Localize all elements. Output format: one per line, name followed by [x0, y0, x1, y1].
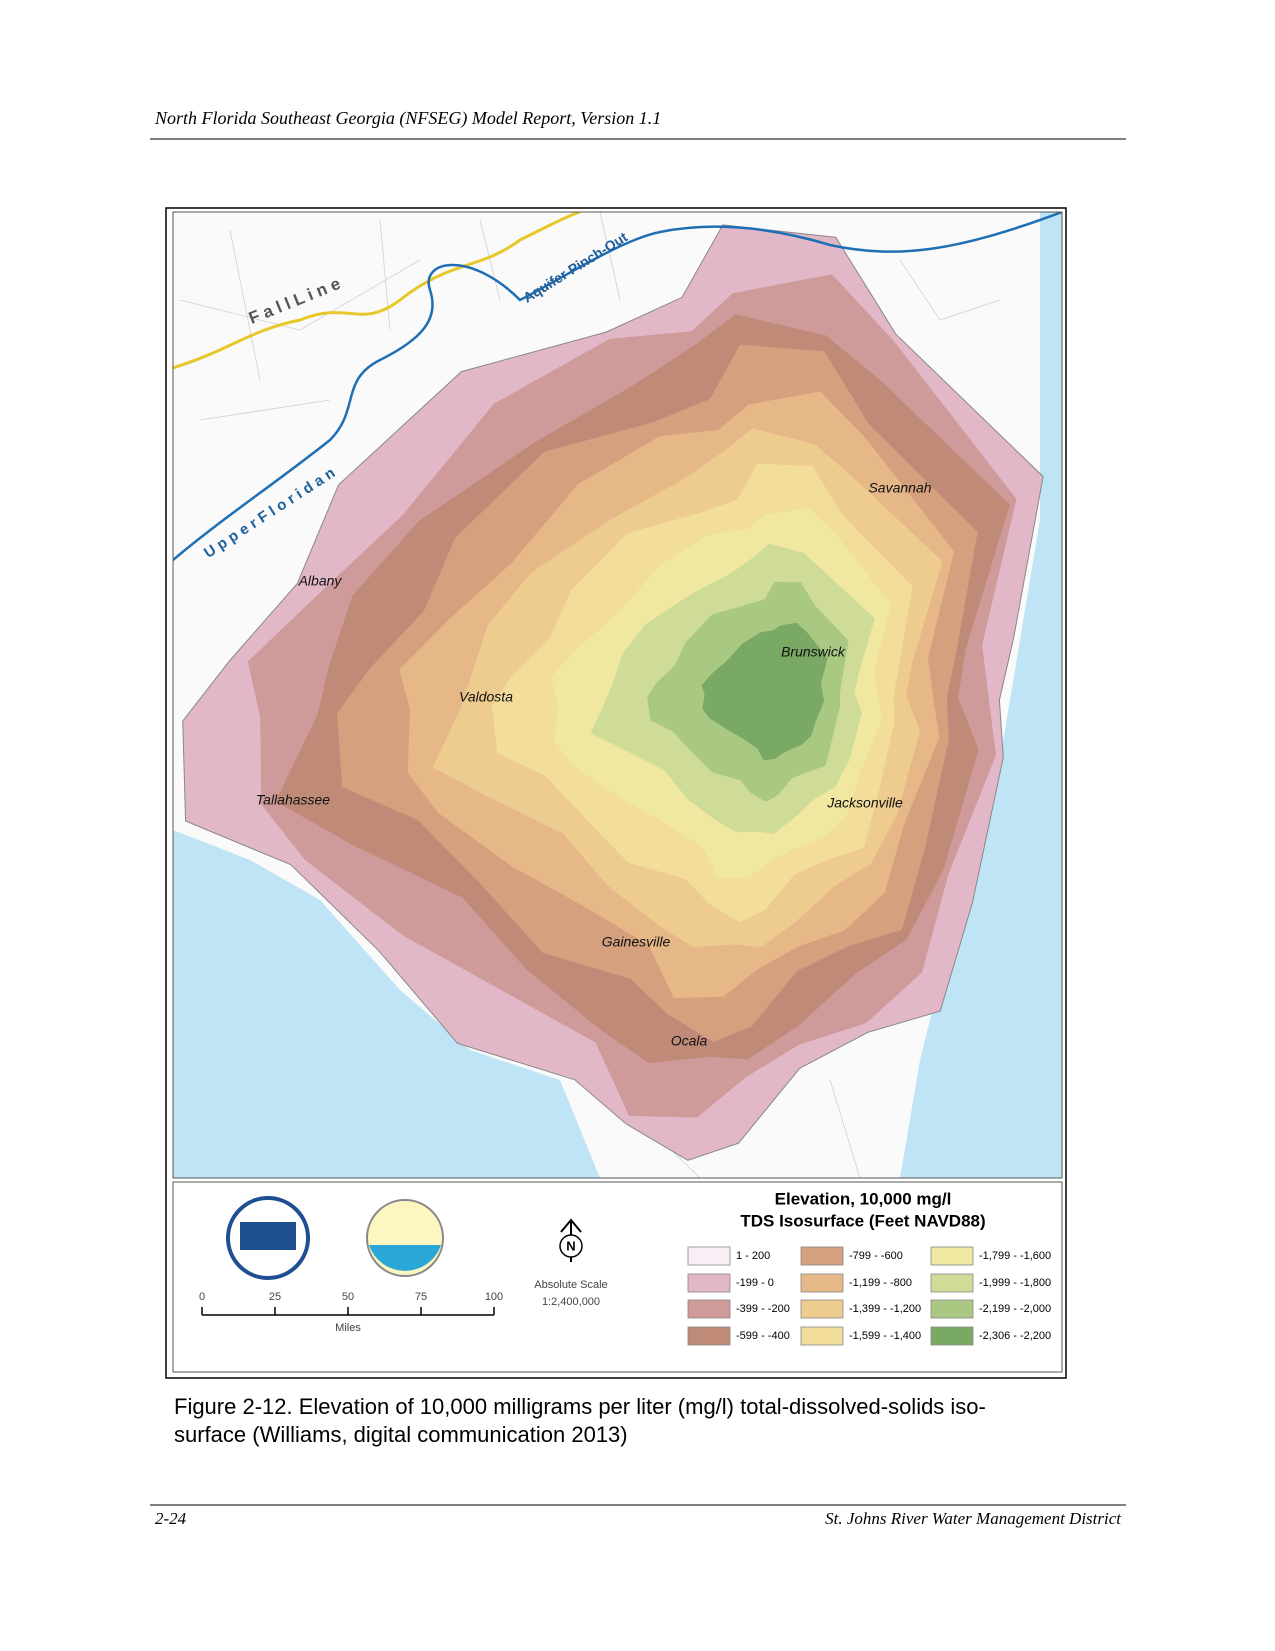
city-label: Tallahassee — [256, 792, 330, 808]
footer-right: St. Johns River Water Management Distric… — [825, 1509, 1122, 1528]
legend-swatch — [687, 1299, 731, 1319]
north-arrowhead — [560, 1218, 582, 1233]
legend-swatch — [687, 1326, 731, 1346]
caption: Figure 2-12. Elevation of 10,000 milligr… — [174, 1394, 986, 1419]
partner-logo-water — [369, 1245, 441, 1271]
legend-label: -399 - -200 — [736, 1303, 790, 1315]
legend-label: -1,399 - -1,200 — [849, 1303, 921, 1315]
north-circle — [559, 1234, 583, 1258]
scale-title: Absolute Scale — [534, 1279, 607, 1291]
scale-tick-label: 25 — [269, 1291, 281, 1303]
legend-swatch — [930, 1246, 974, 1266]
legend-swatch — [930, 1326, 974, 1346]
logos: N Absolute Scale 1:2,400,000 Miles — [226, 1196, 608, 1334]
scale-ratio: 1:2,400,000 — [542, 1296, 600, 1308]
legend-label: -2,306 - -2,200 — [979, 1330, 1051, 1342]
legend-label: -1,599 - -1,400 — [849, 1330, 921, 1342]
city-label: Valdosta — [459, 689, 513, 705]
city-label: Savannah — [868, 480, 931, 496]
scale-unit: Miles — [335, 1322, 361, 1334]
legend-items: 1 - 200 -199 - 0 -399 - -200 -599 - -400 -79… — [687, 1246, 1051, 1346]
city-label: Ocala — [671, 1033, 708, 1049]
map-border — [172, 211, 1063, 1179]
city-label: Gainesville — [602, 934, 671, 950]
city-labels: Savannah Albany Brunswick Valdosta Tallahass… — [256, 480, 932, 1049]
sjr-logo-mark — [240, 1222, 296, 1250]
legend-swatch — [800, 1246, 844, 1266]
tds-band — [701, 622, 828, 761]
scale-tick-label: 100 — [485, 1291, 503, 1303]
legend-swatch — [800, 1299, 844, 1319]
atlantic — [900, 212, 1062, 1178]
legend-label: -2,199 - -2,000 — [979, 1303, 1051, 1315]
aquifer-boundary — [173, 212, 1062, 561]
header-title: North Florida Southeast Georgia (NFSEG) … — [154, 108, 661, 129]
legend-swatch — [687, 1246, 731, 1266]
city-label: Jacksonville — [826, 795, 903, 811]
legend-title: Elevation, 10,000 mg/l — [775, 1189, 952, 1208]
scale-tick-label: 50 — [342, 1291, 354, 1303]
legend-label: -1,999 - -1,800 — [979, 1277, 1051, 1289]
legend-label: -1,199 - -800 — [849, 1277, 912, 1289]
legend-swatch — [800, 1273, 844, 1293]
scale-tick-label: 0 — [199, 1291, 205, 1303]
legend-swatch — [800, 1326, 844, 1346]
map: F a l l L i n e Aquifer Pinch-Out U p p … — [172, 211, 1063, 1373]
scale-tick-label: 75 — [415, 1291, 427, 1303]
legend-label: 1 - 200 — [736, 1250, 770, 1262]
footer-left: 2-24 — [155, 1509, 187, 1528]
legend-swatch — [930, 1299, 974, 1319]
city-label: Brunswick — [781, 644, 846, 660]
fall-line — [173, 212, 581, 370]
scale-bar: 0 25 50 75 100 — [199, 1291, 503, 1316]
north-label: N — [566, 1238, 575, 1253]
city-label: Albany — [298, 573, 343, 589]
tds-bands — [182, 224, 1044, 1161]
legend-label: -599 - -400 — [736, 1330, 790, 1342]
map-area: F a l l L i n e Aquifer Pinch-Out U p p … — [173, 212, 1062, 1178]
legend-swatch — [930, 1273, 974, 1293]
legend-title: TDS Isosurface (Feet NAVD88) — [740, 1211, 985, 1230]
legend-label: -1,799 - -1,600 — [979, 1250, 1051, 1262]
legend-swatch — [687, 1273, 731, 1293]
legend-panel — [172, 1181, 1063, 1373]
caption: surface (Williams, digital communication… — [174, 1422, 628, 1447]
gulf — [173, 830, 600, 1178]
legend-label: -799 - -600 — [849, 1250, 903, 1262]
legend-label: -199 - 0 — [736, 1277, 774, 1289]
